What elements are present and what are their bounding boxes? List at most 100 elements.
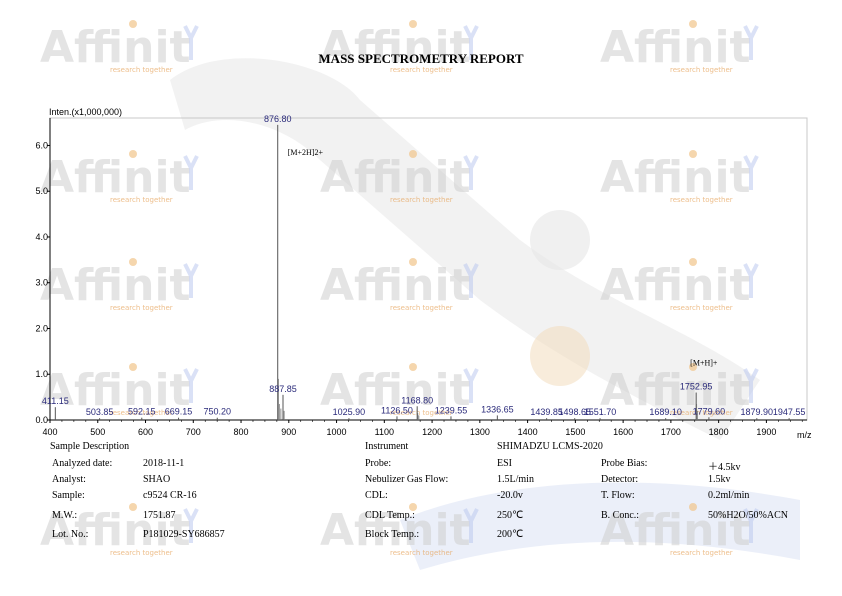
sample-value: c9524 CR-16 — [143, 490, 197, 501]
watermark-tagline: research together — [110, 66, 173, 74]
watermark-logo: Affinit — [600, 505, 751, 556]
watermark-tagline: research together — [670, 66, 733, 74]
x-tick-label: 900 — [281, 427, 296, 437]
peak-label: 1025.90 — [333, 407, 366, 417]
watermark-y-icon — [463, 368, 479, 403]
watermark-logo: Affinit — [320, 152, 471, 203]
x-tick-label: 1500 — [565, 427, 585, 437]
plot-frame — [49, 117, 808, 421]
x-tick-label: 1700 — [661, 427, 681, 437]
x-axis-label: m/z — [797, 430, 812, 440]
instrument-value: ＋4.5kv — [708, 462, 741, 473]
watermark-tagline: research together — [390, 304, 453, 312]
instrument-value: 250℃ — [497, 510, 524, 521]
sample-value: P181029-SY686857 — [143, 529, 225, 540]
watermark-logo: Affinit — [600, 260, 751, 311]
peak-label: 1689.10 — [649, 407, 682, 417]
watermark-dot-icon — [129, 503, 137, 511]
watermark-logo: Affinit — [320, 260, 471, 311]
watermark-y-icon — [463, 263, 479, 298]
watermark-logo: Affinit — [320, 365, 471, 416]
instrument-label: CDL: — [365, 490, 388, 501]
watermark-y-icon — [463, 155, 479, 190]
watermark-dot-icon — [689, 363, 697, 371]
watermark-tagline: research together — [110, 409, 173, 417]
watermark-big-logo — [170, 58, 800, 570]
x-tick-label: 1100 — [375, 427, 394, 437]
y-tick-label: 4.0 — [35, 232, 48, 242]
watermark-logo: Affinit — [600, 152, 751, 203]
watermark-y-icon — [463, 508, 479, 543]
sample-heading: Sample Description — [50, 441, 130, 452]
watermark-dot-icon — [129, 150, 137, 158]
x-tick-label: 1400 — [518, 427, 538, 437]
sample-value: 1751.87 — [143, 510, 176, 521]
x-tick-label: 1900 — [756, 427, 776, 437]
watermark-logo: Affinit — [40, 152, 191, 203]
peak-label: 1947.55 — [773, 407, 806, 417]
sample-value: SHAO — [143, 474, 171, 485]
peak-label: 1879.90 — [741, 407, 774, 417]
peak-label: 669.15 — [165, 407, 193, 417]
watermark-tagline: research together — [670, 549, 733, 557]
peak-annotation: [M+H]+ — [690, 359, 718, 368]
watermark-dot-icon — [129, 20, 137, 28]
x-tick-label: 1800 — [709, 427, 729, 437]
watermark-y-icon — [183, 508, 199, 543]
instrument-label: Detector: — [601, 474, 639, 485]
y-tick-label: 6.0 — [35, 140, 48, 150]
peak-label: 1551.70 — [584, 407, 617, 417]
instrument-label: B. Conc.: — [601, 510, 640, 521]
x-tick-label: 700 — [186, 427, 201, 437]
instrument-value: 50%H2O/50%ACN — [708, 510, 788, 521]
watermark-dot-icon — [129, 363, 137, 371]
peak-label: 1439.85 — [530, 407, 563, 417]
sample-label: M.W.: — [52, 510, 78, 521]
watermark-tagline: research together — [110, 549, 173, 557]
instrument-value: -20.0v — [497, 490, 523, 501]
watermark-logo: Affinit — [40, 22, 191, 73]
peak-label: 503.85 — [86, 407, 114, 417]
watermark-y-icon — [743, 368, 759, 403]
sample-label: Lot. No.: — [52, 529, 89, 540]
watermark-logo: Affinit — [40, 260, 191, 311]
peak-label: 592.15 — [128, 407, 156, 417]
y-tick-label: 3.0 — [35, 278, 48, 288]
instrument-label: Probe: — [365, 458, 392, 469]
y-tick-label: 1.0 — [35, 369, 48, 379]
watermark-dot-icon — [409, 150, 417, 158]
watermark-dot-icon — [129, 258, 137, 266]
watermark-tagline: research together — [110, 196, 173, 204]
watermark-logo: Affinit — [320, 22, 471, 73]
peak-label: 1126.50 — [381, 405, 413, 415]
instrument-model: SHIMADZU LCMS-2020 — [497, 441, 603, 452]
watermark-dot-icon — [689, 258, 697, 266]
peak-label: 1336.65 — [481, 404, 514, 414]
watermark-dot-icon — [689, 20, 697, 28]
sample-label: Sample: — [52, 490, 85, 501]
sample-value: 2018-11-1 — [143, 458, 185, 469]
watermark-tagline: research together — [390, 409, 453, 417]
y-tick-label: 5.0 — [35, 186, 48, 196]
instrument-label: Block Temp.: — [365, 529, 420, 540]
instrument-value: 1.5L/min — [497, 474, 534, 485]
watermark-tagline: research together — [390, 549, 453, 557]
watermark-dot-icon — [409, 258, 417, 266]
x-tick-label: 500 — [90, 427, 105, 437]
watermark-logo: Affinit — [320, 505, 471, 556]
watermark-tagline: research together — [390, 66, 453, 74]
x-tick-label: 800 — [234, 427, 249, 437]
watermark-dot-icon — [409, 20, 417, 28]
watermark-y-icon — [743, 155, 759, 190]
instrument-label: Probe Bias: — [601, 458, 648, 469]
watermark-tagline: research together — [390, 196, 453, 204]
watermark-y-icon — [183, 368, 199, 403]
x-tick-label: 1000 — [327, 427, 347, 437]
instrument-label: T. Flow: — [601, 490, 635, 501]
x-tick-label: 1200 — [422, 427, 442, 437]
watermark-logo: Affinit — [600, 22, 751, 73]
instrument-value: 0.2ml/min — [708, 490, 750, 501]
report-title: MASS SPECTROMETRY REPORT — [318, 51, 524, 66]
